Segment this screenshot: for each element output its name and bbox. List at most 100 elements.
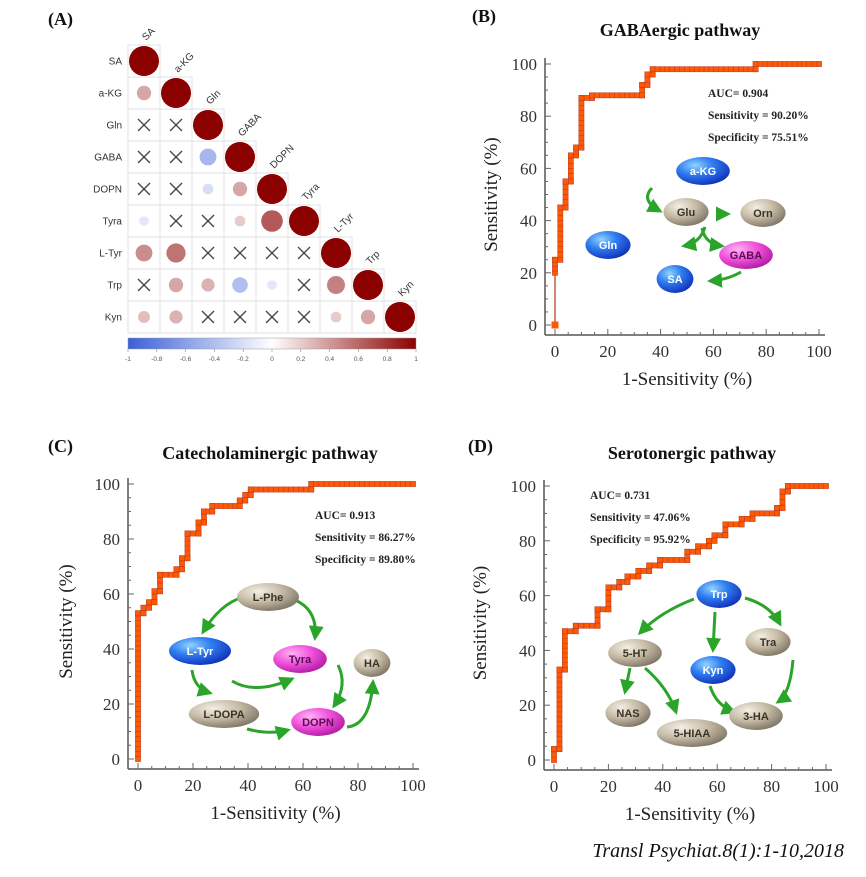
roc-point <box>811 61 817 67</box>
nonsignificant-marker <box>265 310 279 324</box>
roc-point <box>562 652 568 659</box>
row-label: Tyra <box>103 217 123 228</box>
roc-point <box>649 71 656 78</box>
roc-point <box>394 481 401 487</box>
roc-point <box>184 550 191 557</box>
roc-point <box>818 483 825 489</box>
roc-point <box>257 486 264 493</box>
roc-point <box>135 635 141 642</box>
x-tick-label: 60 <box>295 776 312 795</box>
roc-point <box>135 625 141 632</box>
pathway-node-glu <box>663 198 709 226</box>
roc-point <box>236 497 243 504</box>
roc-point <box>644 71 651 78</box>
column-label: GABA <box>236 111 264 139</box>
roc-point <box>135 655 141 662</box>
pathway-node-l-phe <box>237 583 299 611</box>
pathway-node-tyra <box>273 645 327 673</box>
correlation-dot <box>257 174 287 204</box>
roc-point <box>684 66 690 73</box>
roc-point <box>733 521 740 528</box>
roc-point <box>664 66 671 73</box>
roc-point <box>146 599 152 606</box>
roc-point <box>752 66 759 73</box>
pathway-node-orn <box>740 199 786 227</box>
roc-point <box>556 741 563 747</box>
roc-point <box>135 710 141 717</box>
roc-point <box>556 691 563 698</box>
correlation-matrix: SASAa-KGa-KGGlnGlnGABAGABADOPNDOPNTyraTy… <box>93 26 417 334</box>
roc-point <box>288 486 294 493</box>
roc-point <box>639 92 645 99</box>
roc-point <box>562 628 568 635</box>
roc-point <box>135 690 141 697</box>
roc-point <box>804 483 810 489</box>
roc-point <box>774 510 780 517</box>
panel-b: (B) GABAergic pathway 0 20 40 60 80 100 0 20 40 6… <box>472 6 832 390</box>
colorbar-tick-label: 0.6 <box>354 356 363 363</box>
row-label: GABA <box>94 153 122 164</box>
roc-point <box>614 92 620 99</box>
roc-point <box>572 622 579 629</box>
roc-point <box>328 481 335 487</box>
roc-point <box>556 676 563 683</box>
roc-point <box>589 622 595 629</box>
y-tick-label: 40 <box>520 212 537 231</box>
colorbar-tick-label: -0.8 <box>151 356 163 363</box>
correlation-dot <box>261 210 283 232</box>
pathway-node-gaba <box>719 241 773 269</box>
nonsignificant-marker <box>201 214 215 228</box>
pathway-diagram: Trp 5-HT Kyn Tra NAS 5-HIAA 3-HA <box>605 580 795 747</box>
roc-point <box>624 579 631 585</box>
pathway-node-5-hiaa <box>656 719 728 747</box>
roc-point <box>359 481 365 487</box>
correlation-dot <box>289 206 319 236</box>
roc-point <box>369 481 376 487</box>
roc-point <box>789 483 796 489</box>
y-tick-label: 100 <box>511 477 537 496</box>
roc-point <box>562 647 568 654</box>
y-tick-label: 0 <box>529 316 538 335</box>
roc-point <box>157 582 163 589</box>
roc-point <box>318 481 325 487</box>
correlation-dot <box>138 311 150 323</box>
column-label: Tyra <box>300 181 322 203</box>
x-tick-label: 20 <box>600 777 617 796</box>
correlation-dot <box>169 310 183 324</box>
roc-point <box>135 720 141 727</box>
roc-point <box>173 566 180 573</box>
row-label: a-KG <box>99 89 123 100</box>
roc-point <box>135 620 141 627</box>
row-label: DOPN <box>93 185 122 196</box>
roc-point <box>567 628 574 635</box>
pathway-node-label: L-Phe <box>253 592 284 604</box>
correlation-dot <box>267 280 277 290</box>
roc-point <box>605 606 612 613</box>
roc-point <box>410 481 416 487</box>
panel-label-c: (C) <box>48 436 73 457</box>
roc-point <box>644 82 651 88</box>
pathway-node-label: a-KG <box>690 166 716 178</box>
colorbar-tick-label: 0 <box>270 356 274 363</box>
roc-point <box>711 537 718 544</box>
roc-point <box>616 584 623 591</box>
roc-point <box>562 633 568 639</box>
panel-d: (D) Serotonergic pathway 0 20 40 60 80 100 0 20… <box>468 436 839 825</box>
roc-point <box>252 486 259 493</box>
roc-point <box>706 537 712 544</box>
roc-point <box>135 640 141 647</box>
roc-point <box>135 731 141 737</box>
roc-point <box>135 630 141 637</box>
pathway-node-label: Glu <box>677 207 695 219</box>
roc-point <box>135 756 141 762</box>
roc-point <box>344 481 350 487</box>
roc-point <box>779 488 786 495</box>
roc-point <box>135 615 141 622</box>
roc-point <box>236 503 243 509</box>
x-tick-label: 0 <box>134 776 143 795</box>
pathway-node-dopn <box>291 708 345 736</box>
nonsignificant-marker <box>297 310 311 324</box>
roc-point <box>578 95 585 101</box>
roc-point <box>744 516 750 522</box>
roc-point <box>567 162 574 169</box>
